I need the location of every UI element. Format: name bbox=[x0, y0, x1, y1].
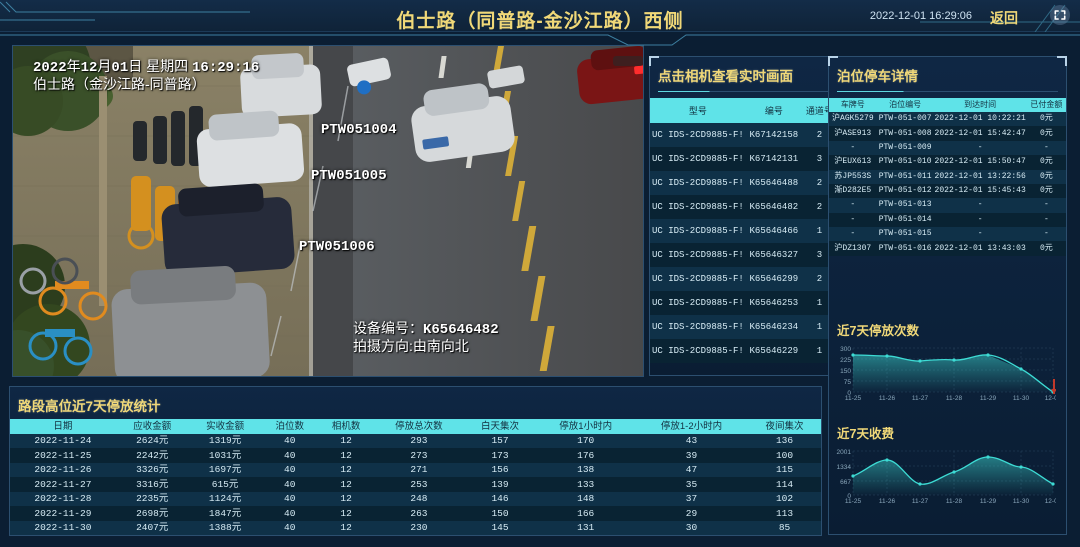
svg-text:11-27: 11-27 bbox=[912, 395, 929, 402]
svg-text:225: 225 bbox=[840, 357, 851, 364]
svg-text:1334: 1334 bbox=[837, 464, 852, 471]
svg-text:11-26: 11-26 bbox=[879, 498, 896, 505]
svg-text:11-26: 11-26 bbox=[879, 395, 896, 402]
svg-text:11-29: 11-29 bbox=[980, 498, 997, 505]
svg-text:11-25: 11-25 bbox=[845, 498, 862, 505]
svg-text:667: 667 bbox=[840, 479, 851, 486]
svg-text:75: 75 bbox=[844, 379, 852, 386]
svg-text:11-27: 11-27 bbox=[912, 498, 929, 505]
svg-text:11-30: 11-30 bbox=[1013, 498, 1030, 505]
svg-text:150: 150 bbox=[840, 368, 851, 375]
svg-text:11-28: 11-28 bbox=[946, 395, 963, 402]
svg-text:12-01: 12-01 bbox=[1045, 395, 1056, 402]
svg-text:11-25: 11-25 bbox=[845, 395, 862, 402]
svg-text:11-29: 11-29 bbox=[980, 395, 997, 402]
svg-text:11-30: 11-30 bbox=[1013, 395, 1030, 402]
svg-text:300: 300 bbox=[840, 346, 851, 353]
svg-text:12-01: 12-01 bbox=[1045, 498, 1056, 505]
svg-text:2001: 2001 bbox=[837, 449, 852, 456]
svg-text:11-28: 11-28 bbox=[946, 498, 963, 505]
